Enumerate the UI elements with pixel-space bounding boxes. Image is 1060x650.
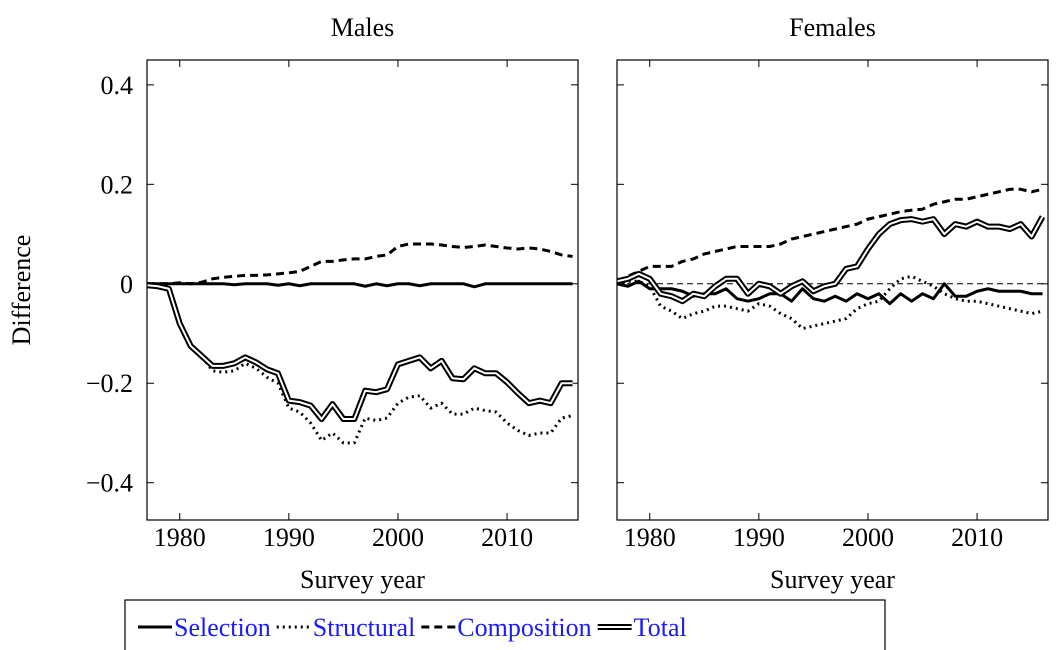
legend-label: Selection — [174, 613, 271, 642]
x-tick-label: 2010 — [481, 523, 533, 552]
panel-title: Females — [789, 13, 876, 42]
x-tick-label: 1980 — [154, 523, 206, 552]
series-line — [147, 282, 573, 289]
legend-label: Composition — [457, 613, 591, 642]
legend-label: Structural — [313, 613, 416, 642]
panel-title: Males — [331, 13, 395, 42]
series-line-inner — [147, 284, 573, 421]
y-axis-label: Difference — [7, 235, 36, 346]
y-tick-label: 0.2 — [101, 170, 134, 199]
x-tick-label: 2000 — [842, 523, 894, 552]
x-tick-label: 2000 — [372, 523, 424, 552]
series-line — [617, 279, 1043, 306]
plot-area — [617, 187, 1048, 331]
y-tick-label: −0.4 — [86, 469, 133, 498]
series-line-inner — [617, 216, 1044, 303]
y-tick-label: −0.2 — [86, 369, 133, 398]
y-tick-label: 0.4 — [101, 71, 134, 100]
x-tick-label: 1990 — [263, 523, 315, 552]
x-tick-label: 1990 — [733, 523, 785, 552]
plot-frame — [146, 59, 579, 521]
x-axis-label: Survey year — [770, 565, 895, 594]
series-line — [147, 282, 573, 423]
plot-area — [147, 242, 573, 445]
x-tick-label: 1980 — [624, 523, 676, 552]
x-tick-label: 2010 — [951, 523, 1003, 552]
y-tick-label: 0 — [120, 270, 133, 299]
legend-box — [124, 599, 886, 650]
plot-frame — [616, 59, 1049, 521]
x-axis-label: Survey year — [300, 565, 425, 594]
legend-label: Total — [634, 613, 687, 642]
series-line — [617, 187, 1043, 283]
series-line — [147, 242, 573, 286]
